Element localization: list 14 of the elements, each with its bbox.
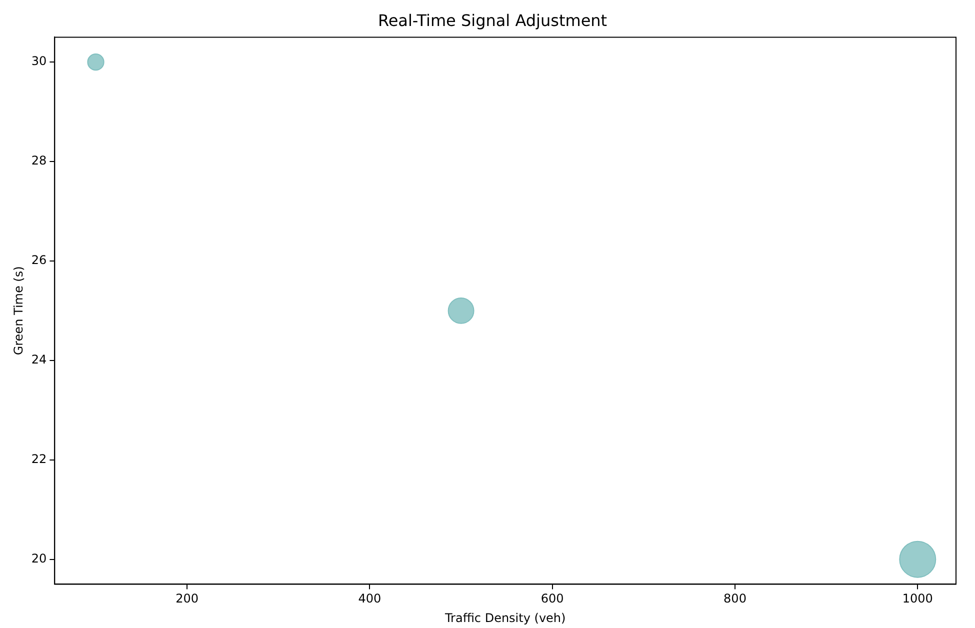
y-tick-label: 30 — [31, 54, 47, 68]
y-tick-label: 22 — [31, 452, 47, 466]
chart-title: Real-Time Signal Adjustment — [378, 10, 608, 30]
y-tick-label: 28 — [31, 154, 47, 168]
x-tick-label: 400 — [358, 592, 382, 606]
y-axis-title: Green Time (s) — [11, 266, 26, 356]
y-tick-label: 20 — [31, 551, 47, 566]
x-tick-label: 1000 — [902, 592, 933, 606]
x-tick-label: 200 — [176, 592, 199, 606]
y-tick-label: 26 — [31, 253, 47, 268]
x-tick-label: 800 — [724, 592, 746, 606]
x-axis-title: Traffic Density (veh) — [444, 610, 566, 625]
y-tick-label: 24 — [31, 352, 47, 367]
x-tick-label: 600 — [540, 592, 564, 606]
